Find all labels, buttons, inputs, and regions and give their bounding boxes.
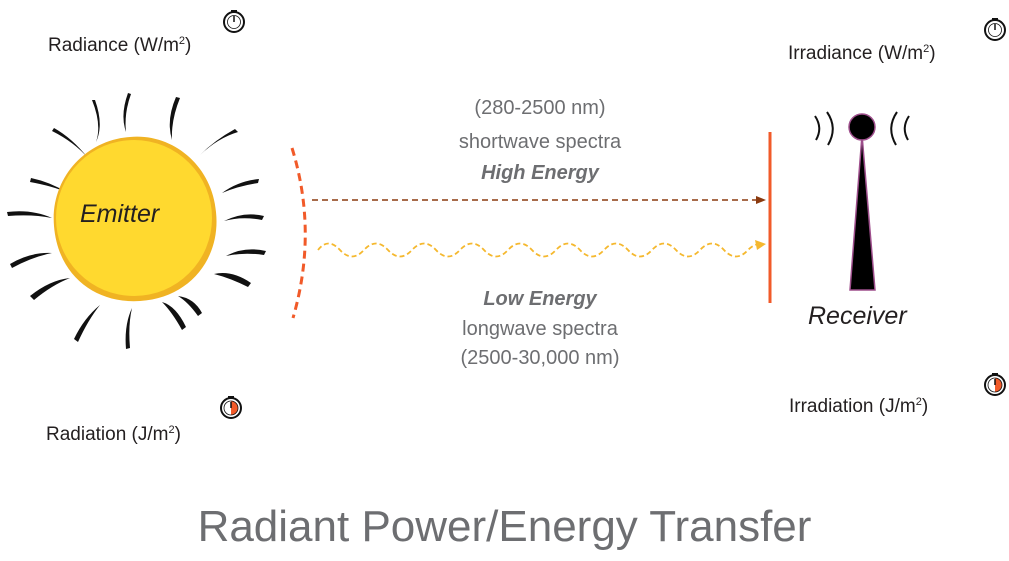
longwave-name: longwave spectra [462, 318, 618, 340]
longwave-energy: Low Energy [483, 288, 597, 310]
longwave-range: (2500-30,000 nm) [460, 347, 620, 369]
longwave-arrow [317, 242, 761, 258]
sun-rays [7, 93, 266, 349]
sun-icon [53, 136, 217, 302]
emitter-label: Emitter [80, 200, 160, 228]
emitter-barrier [290, 147, 307, 319]
shortwave-energy: High Energy [481, 162, 599, 184]
radiation-label: Radiation (J/m2) [46, 424, 181, 445]
shortwave-arrowhead [756, 196, 766, 204]
page-title: Radiant Power/Energy Transfer [197, 502, 812, 551]
stopwatch-icon [984, 18, 1006, 41]
stopwatch-icon [223, 10, 245, 33]
irradiance-label: Irradiance (W/m2) [788, 43, 936, 64]
irradiation-label: Irradiation (J/m2) [789, 396, 929, 417]
shortwave-range: (280-2500 nm) [474, 97, 606, 119]
stopwatch-icon [984, 373, 1006, 396]
antenna-icon [814, 111, 910, 291]
receiver-label: Receiver [808, 302, 907, 330]
longwave-arrowhead [755, 240, 766, 250]
shortwave-name: shortwave spectra [458, 131, 622, 153]
stopwatch-icon [220, 396, 242, 419]
radiance-label: Radiance (W/m2) [48, 35, 192, 56]
